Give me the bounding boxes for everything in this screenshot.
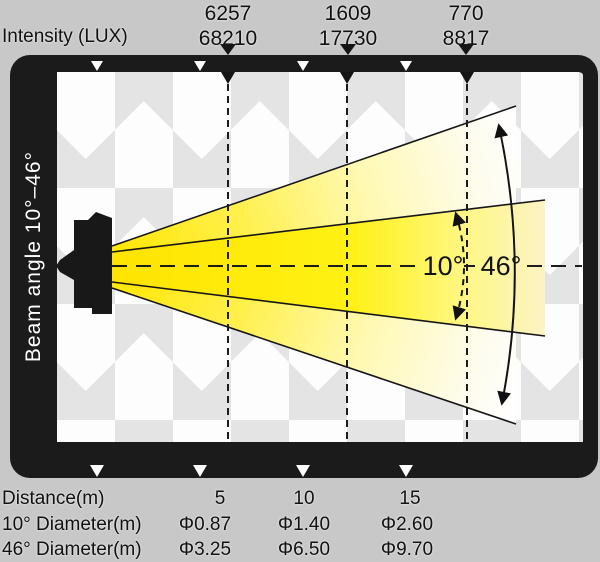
intensity-value-row1: 6257 [204, 2, 252, 25]
luminaire-icon [56, 212, 112, 314]
diameter-10-5m: Φ0.87 [178, 514, 232, 535]
beam-edge-46-top [111, 105, 517, 247]
diameter-10-15m: Φ2.60 [380, 514, 434, 535]
tick-icon [194, 61, 206, 71]
angle-label-10deg: 10° [423, 251, 464, 281]
beam-edge-46-bottom [111, 287, 517, 425]
angle-arc-46deg [494, 123, 516, 406]
intensity-value-row1: 1609 [324, 2, 372, 25]
beam-edge-10-top [111, 199, 546, 253]
row-label: 10° Diameter(m) [2, 514, 142, 535]
tick-icon [400, 61, 412, 71]
beam-cone-10deg [112, 200, 545, 336]
arrow-down-icon [220, 44, 236, 55]
table-row-distance: Distance(m) 5 10 15 [0, 488, 600, 511]
angle-arc-10deg [452, 211, 466, 321]
intensity-value-row2: 8817 [442, 27, 490, 50]
intensity-column-5m: 6257 68210 [199, 1, 257, 51]
arrow-down-icon [221, 72, 235, 84]
row-label: 46° Diameter(m) [2, 539, 142, 560]
intensity-column-10m: 1609 17730 [319, 1, 377, 51]
beam-edge-10-bottom [111, 281, 546, 337]
tick-icon [297, 61, 309, 71]
tick-icon [399, 465, 413, 477]
table-row-diameter-46deg: 46° Diameter(m) Φ3.25 Φ6.50 Φ9.70 [0, 539, 600, 562]
intensity-value-row2: 17730 [318, 27, 378, 50]
tick-icon [193, 465, 207, 477]
distance-5: 5 [214, 488, 226, 509]
distance-10: 10 [293, 488, 315, 509]
intensity-value-row2: 68210 [198, 27, 258, 50]
diameter-46-15m: Φ9.70 [380, 539, 434, 560]
intensity-axis-label: Intensity (LUX) [2, 26, 128, 47]
row-label: Distance(m) [2, 488, 105, 509]
distance-15: 15 [399, 488, 421, 509]
diameter-46-5m: Φ3.25 [178, 539, 232, 560]
diameter-46-10m: Φ6.50 [277, 539, 331, 560]
arrow-down-icon [340, 44, 356, 55]
tick-icon [91, 61, 103, 71]
intensity-column-15m: 770 8817 [443, 1, 490, 51]
tick-icon [296, 465, 310, 477]
arrow-down-icon [340, 72, 354, 84]
intensity-value-row1: 770 [448, 2, 484, 25]
beam-angle-label: Beam angle 10°–46° [22, 151, 45, 363]
beam-angle-sidebar: Beam angle 10°–46° [12, 72, 56, 442]
tick-icon [90, 465, 104, 477]
arrow-down-icon [458, 44, 474, 55]
angle-label-46deg: 46° [481, 251, 522, 281]
diameter-10-10m: Φ1.40 [277, 514, 331, 535]
table-row-diameter-10deg: 10° Diameter(m) Φ0.87 Φ1.40 Φ2.60 [0, 514, 600, 537]
arrow-down-icon [460, 72, 474, 84]
